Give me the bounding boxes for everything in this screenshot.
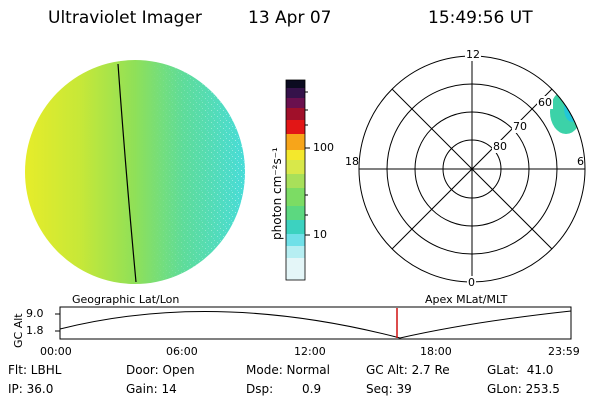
colorbar: [285, 79, 310, 281]
ip-info: IP: 36.0: [8, 382, 54, 396]
glat-info: GLat: 41.0: [487, 363, 554, 377]
time-tick-1200: 12:00: [294, 345, 326, 358]
dsp-label: Dsp:: [246, 382, 274, 396]
door-info: Door: Open: [126, 363, 195, 377]
lat-label-80: 80: [492, 140, 508, 153]
glon-info: GLon: 253.5: [487, 382, 560, 396]
polar-plot: [358, 55, 586, 283]
terminator-line: [117, 63, 137, 283]
altitude-plot: [55, 306, 572, 340]
altitude-trace: [59, 310, 572, 339]
date-label: 13 Apr 07: [248, 8, 332, 28]
geographic-label: Geographic Lat/Lon: [72, 293, 180, 306]
gain-info: Gain: 14: [126, 382, 177, 396]
lat-label-60: 60: [537, 96, 553, 109]
time-tick-0000: 00:00: [40, 345, 72, 358]
colorbar-tick-100: 100: [313, 141, 334, 154]
altitude-ytick-1-8: 1.8: [26, 324, 44, 337]
dsp-value: 0.9: [302, 382, 322, 396]
mlt-label-18: 18: [345, 155, 359, 168]
time-tick-1800: 18:00: [420, 345, 452, 358]
colorbar-unit-label: photon cm⁻²s⁻¹: [270, 147, 284, 240]
mode-info: Mode: Normal: [246, 363, 330, 377]
filter-info: Flt: LBHL: [8, 363, 62, 377]
mlt-label-6: 6: [577, 155, 584, 168]
time-tick-2359: 23:59: [548, 345, 580, 358]
time-tick-0600: 06:00: [166, 345, 198, 358]
gc-alt-info: GC Alt: 2.7 Re: [366, 363, 450, 377]
seq-info: Seq: 39: [366, 382, 412, 396]
altitude-ytick-9: 9.0: [26, 307, 44, 320]
mlt-label-0: 0: [467, 276, 476, 289]
time-label: 15:49:56 UT: [428, 8, 533, 28]
instrument-title: Ultraviolet Imager: [48, 8, 202, 28]
imager-disk: [25, 60, 245, 284]
mlt-label-12: 12: [465, 48, 481, 61]
lat-label-70: 70: [512, 120, 528, 133]
apex-label: Apex MLat/MLT: [425, 293, 508, 306]
colorbar-tick-10: 10: [313, 228, 327, 241]
altitude-ylabel: GC Alt: [12, 313, 25, 348]
